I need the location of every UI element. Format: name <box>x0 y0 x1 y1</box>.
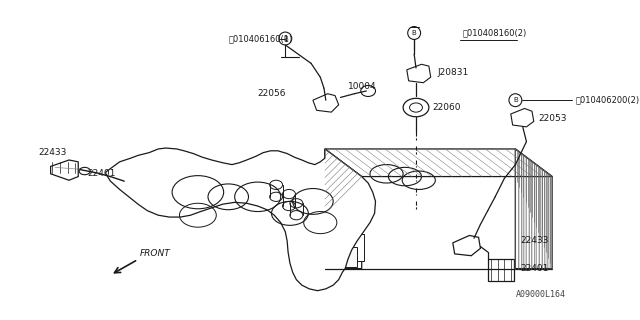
Text: Ⓑ010406200(2): Ⓑ010406200(2) <box>575 96 639 105</box>
Text: 10004: 10004 <box>348 82 376 91</box>
Text: 22433: 22433 <box>520 236 548 245</box>
Text: A09000L164: A09000L164 <box>516 290 566 299</box>
Polygon shape <box>511 108 534 127</box>
Text: 22401: 22401 <box>520 264 548 273</box>
Text: B: B <box>513 97 518 103</box>
Text: Ⓑ010406160(1): Ⓑ010406160(1) <box>228 34 292 43</box>
Text: Ⓑ010408160(2): Ⓑ010408160(2) <box>463 28 527 37</box>
Text: FRONT: FRONT <box>140 249 171 258</box>
Polygon shape <box>106 148 376 291</box>
Text: 22056: 22056 <box>258 89 286 98</box>
Polygon shape <box>407 64 431 83</box>
Text: B: B <box>283 36 288 42</box>
Polygon shape <box>328 246 357 267</box>
Polygon shape <box>488 260 513 282</box>
Text: J20831: J20831 <box>437 68 468 77</box>
Polygon shape <box>51 160 78 180</box>
Text: B: B <box>412 30 417 36</box>
Polygon shape <box>328 192 364 220</box>
Text: 22433: 22433 <box>38 148 67 157</box>
Text: 22053: 22053 <box>538 114 567 123</box>
Polygon shape <box>453 236 481 256</box>
Text: 22060: 22060 <box>433 103 461 112</box>
Polygon shape <box>328 216 357 236</box>
Polygon shape <box>313 94 339 112</box>
Text: 22401: 22401 <box>88 169 116 178</box>
Polygon shape <box>328 186 357 206</box>
Polygon shape <box>328 234 364 261</box>
